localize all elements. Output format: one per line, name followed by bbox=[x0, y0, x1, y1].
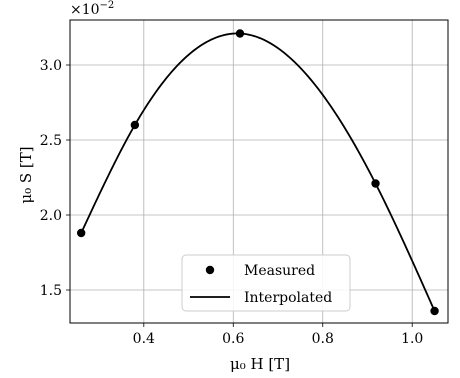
y-axis-label: μ₀ S [T] bbox=[17, 146, 35, 203]
plot-frame bbox=[69, 19, 449, 324]
measured-point bbox=[130, 120, 140, 130]
y-tick-label: 1.5 bbox=[40, 283, 62, 299]
legend-label-measured: Measured bbox=[244, 263, 315, 279]
measured-point bbox=[371, 179, 380, 188]
y-tick-label: 2.5 bbox=[40, 133, 62, 149]
x-tick-label: 1.0 bbox=[401, 331, 423, 347]
measured-point bbox=[235, 29, 245, 38]
legend: Measured Interpolated bbox=[181, 254, 351, 312]
legend-label-interpolated: Interpolated bbox=[244, 290, 332, 306]
x-tick-label: 0.6 bbox=[222, 331, 244, 347]
y-tick-label: 3.0 bbox=[40, 58, 62, 74]
y-offset-label: ×10−2 bbox=[70, 0, 114, 18]
measured-point bbox=[76, 228, 86, 238]
y-tick-label: 2.0 bbox=[40, 208, 62, 224]
y-axis-ticks: 1.5 2.0 2.5 3.0 bbox=[40, 58, 70, 299]
x-tick-label: 0.4 bbox=[133, 331, 155, 347]
x-axis-ticks: 0.4 0.6 0.8 1.0 bbox=[133, 323, 423, 347]
measured-point bbox=[430, 306, 439, 316]
measured-points-layer bbox=[76, 29, 439, 316]
legend-marker-measured bbox=[205, 265, 215, 275]
x-axis-label: μ₀ H [T] bbox=[230, 355, 290, 373]
x-tick-label: 0.8 bbox=[312, 331, 334, 347]
